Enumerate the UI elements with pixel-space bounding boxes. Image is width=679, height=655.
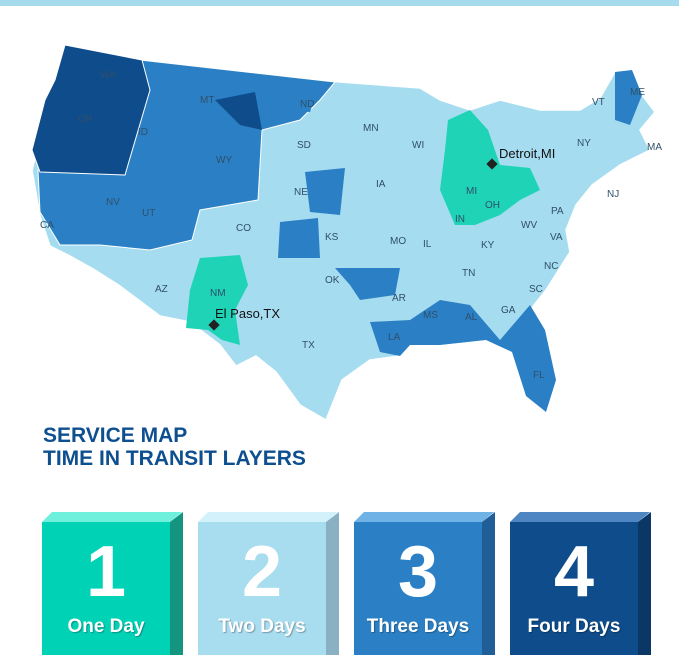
state-label-ny: NY (577, 138, 591, 149)
state-label-fl: FL (533, 370, 545, 381)
state-label-ne: NE (294, 187, 308, 198)
legend-one-day: 1 One Day (42, 512, 183, 655)
top-accent-bar (0, 0, 679, 6)
state-label-pa: PA (551, 206, 564, 217)
state-label-mn: MN (363, 123, 379, 134)
legend-label: Three Days (366, 616, 470, 637)
region-three-days-ne (305, 168, 345, 215)
state-label-nc: NC (544, 261, 558, 272)
state-label-ms: MS (423, 310, 438, 321)
legend-label: Four Days (527, 616, 621, 637)
title-line-1: SERVICE MAP (43, 424, 188, 447)
legend-number: 4 (553, 532, 595, 612)
state-label-me: ME (630, 87, 645, 98)
state-label-il: IL (423, 239, 432, 250)
city-label-el-paso: El Paso,TX (215, 306, 280, 321)
region-three-days-west (37, 59, 336, 251)
state-label-nm: NM (210, 288, 226, 299)
region-one-day-nm (186, 255, 248, 345)
state-label-id: ID (138, 127, 148, 138)
region-three-days-me (615, 70, 642, 125)
state-label-ar: AR (392, 293, 406, 304)
state-label-nv: NV (106, 197, 120, 208)
state-label-mo: MO (390, 236, 406, 247)
state-label-ks: KS (325, 232, 339, 243)
state-label-ia: IA (376, 179, 386, 190)
state-label-ma: MA (647, 142, 662, 153)
state-label-wa: WA (100, 70, 116, 81)
legend-number: 3 (397, 532, 439, 612)
region-three-days-ks (278, 218, 320, 258)
state-label-oh: OH (485, 200, 500, 211)
state-label-ok: OK (325, 275, 340, 286)
region-four-days-northwest (31, 44, 151, 176)
city-label-detroit: Detroit,MI (499, 146, 555, 161)
region-three-days-ok (335, 268, 400, 300)
el-paso-marker[interactable] (208, 319, 220, 331)
title-line-2: TIME IN TRANSIT LAYERS (43, 447, 306, 470)
region-three-days-southeast (370, 300, 556, 412)
state-label-vt: VT (592, 97, 605, 108)
state-label-ga: GA (501, 305, 516, 316)
state-label-va: VA (550, 232, 563, 243)
state-label-nj: NJ (607, 189, 619, 200)
legend-four-days: 4 Four Days (510, 512, 651, 655)
legend-two-days: 2 Two Days (198, 512, 339, 655)
state-label-sc: SC (529, 284, 543, 295)
state-label-mi: MI (466, 186, 477, 197)
region-three-days-nd (268, 80, 320, 112)
region-four-days-mt (215, 92, 262, 130)
state-label-sd: SD (297, 140, 311, 151)
state-label-mt: MT (200, 95, 214, 106)
state-label-la: LA (388, 332, 401, 343)
state-label-tx: TX (302, 340, 315, 351)
state-label-in: IN (455, 214, 465, 225)
legend-three-days: 3 Three Days (354, 512, 495, 655)
state-label-ut: UT (142, 208, 155, 219)
state-label-co: CO (236, 223, 251, 234)
state-label-az: AZ (155, 284, 168, 295)
state-label-wv: WV (521, 220, 537, 231)
state-label-ca: CA (40, 220, 54, 231)
legend-number: 1 (85, 532, 127, 612)
us-service-map: WA OR CA ID NV MT WY UT AZ CO NM ND SD NE KS OK TX MN IA MO… (31, 44, 662, 422)
state-label-or: OR (78, 114, 93, 125)
legend-number: 2 (241, 532, 283, 612)
state-label-al: AL (465, 312, 478, 323)
state-label-ky: KY (481, 240, 495, 251)
state-label-nd: ND (300, 99, 314, 110)
state-label-tn: TN (462, 268, 475, 279)
state-label-wy: WY (216, 155, 232, 166)
state-label-wi: WI (412, 140, 424, 151)
legend-label: Two Days (218, 616, 306, 637)
legend-label: One Day (67, 616, 145, 637)
page-title: SERVICE MAP TIME IN TRANSIT LAYERS (43, 424, 306, 470)
detroit-marker[interactable] (486, 158, 498, 170)
